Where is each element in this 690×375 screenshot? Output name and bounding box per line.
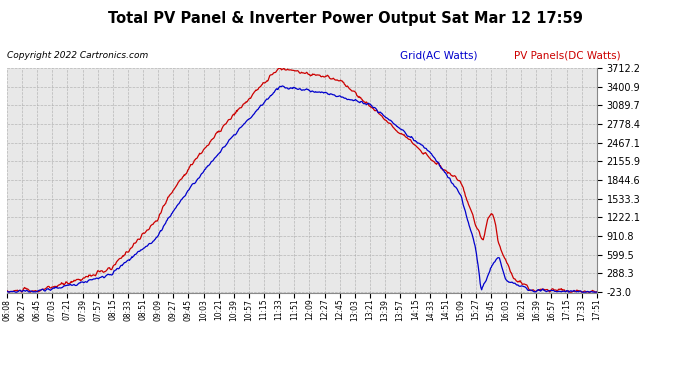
Text: Grid(AC Watts): Grid(AC Watts) xyxy=(400,51,477,61)
Text: Total PV Panel & Inverter Power Output Sat Mar 12 17:59: Total PV Panel & Inverter Power Output S… xyxy=(108,11,582,26)
Text: PV Panels(DC Watts): PV Panels(DC Watts) xyxy=(514,51,621,61)
Text: Copyright 2022 Cartronics.com: Copyright 2022 Cartronics.com xyxy=(7,51,148,60)
